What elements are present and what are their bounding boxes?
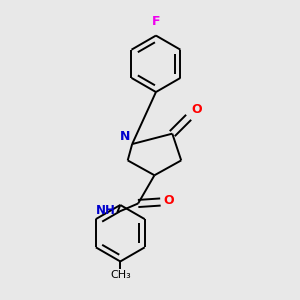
Text: F: F bbox=[152, 15, 161, 28]
Text: O: O bbox=[164, 194, 174, 207]
Text: CH₃: CH₃ bbox=[110, 270, 131, 280]
Text: N: N bbox=[120, 130, 131, 142]
Text: NH: NH bbox=[96, 204, 116, 218]
Text: O: O bbox=[191, 103, 202, 116]
